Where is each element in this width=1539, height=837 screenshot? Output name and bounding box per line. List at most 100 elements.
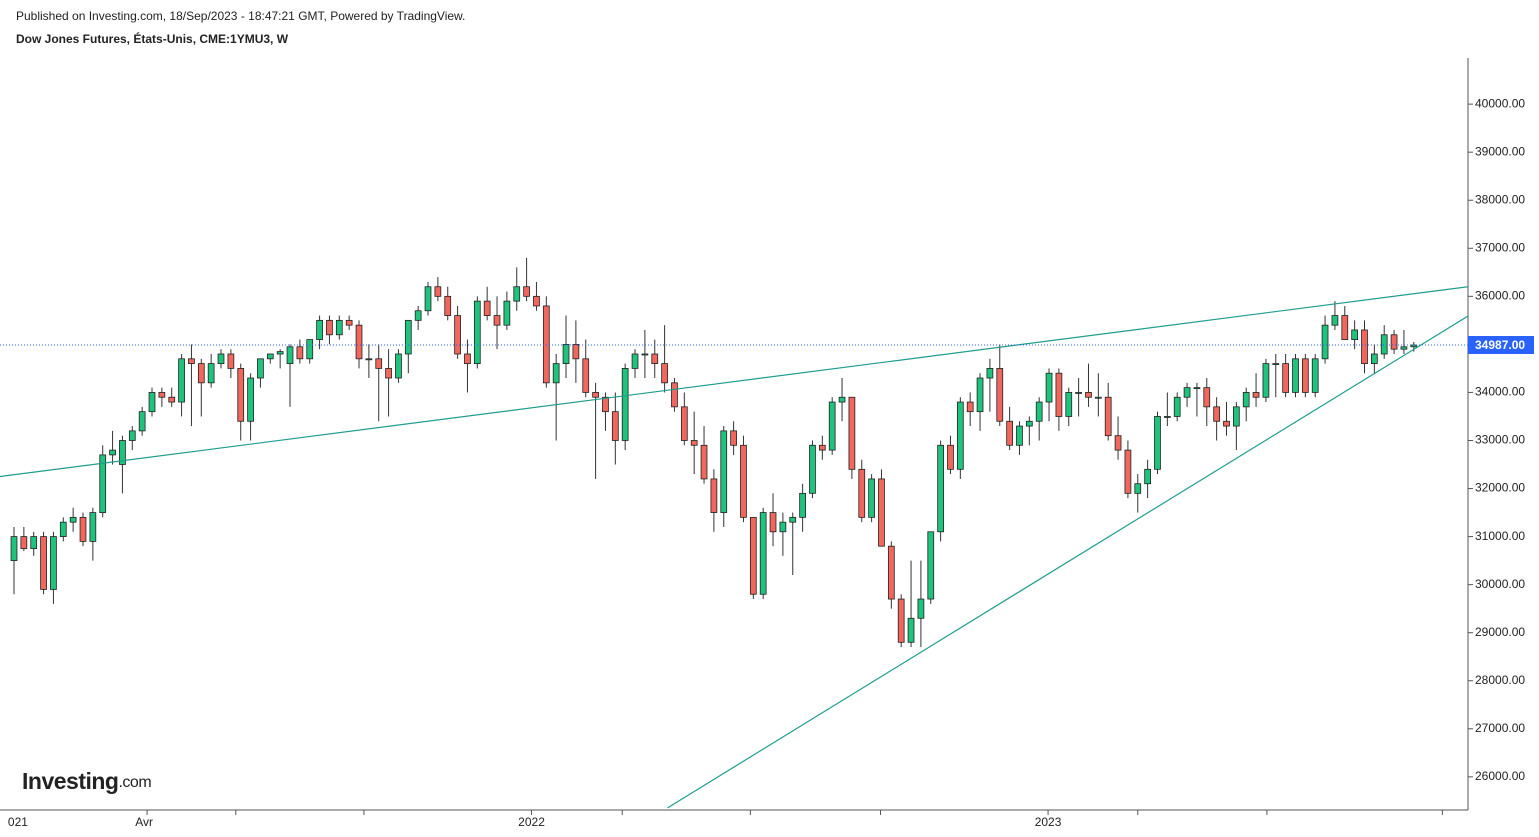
candle-body [818,444,826,451]
candle-body [1203,387,1211,408]
candle-body [40,536,47,590]
candle-body [789,516,797,523]
candle-body [1163,416,1171,418]
candle-body [266,353,274,360]
candle-body [1134,483,1142,494]
candle-body [917,598,925,619]
chart-title: Dow Jones Futures, États-Unis, CME:1YMU3… [16,31,289,46]
candle-body [424,286,432,312]
candle-body [996,368,1004,422]
x-tick-label: 2022 [518,815,545,829]
candle-body [848,396,856,470]
candle-body [552,363,560,384]
candle-body [1390,334,1398,350]
candle-body [89,512,97,542]
candle-body [1321,324,1329,360]
candle-body [375,358,383,369]
candle-body [1380,334,1388,355]
y-tick-label: 36000.00 [1475,289,1525,303]
candle-body [986,368,994,379]
candle-body [345,319,353,326]
candle-body [404,319,412,355]
candle-body [1311,358,1319,393]
candle-body [1331,315,1339,326]
candle-body [395,353,402,379]
candle-body [79,516,87,542]
candle-body [483,300,491,316]
candle-body [523,286,530,297]
candle-body [641,353,649,356]
candle-body [1144,468,1151,485]
candle-body [799,492,806,518]
candle-body [69,516,77,523]
candle-body [907,617,915,643]
candle-body [128,430,136,441]
candle-body [671,382,678,408]
logo: Investing.com [22,768,151,794]
candle-body [1085,392,1092,398]
candle-body [1075,392,1082,394]
candle-body [1124,449,1132,494]
candle-body [385,368,392,379]
candle-body [740,444,747,518]
candle-body [296,346,304,360]
candle-body [1400,346,1408,350]
candle-body [1370,353,1378,365]
candle-body [966,401,974,413]
candle-body [1301,358,1309,393]
candle-body [1193,387,1201,390]
candle-body [1213,406,1220,422]
candle-body [1232,406,1240,427]
candle-body [276,351,284,355]
candle-body [976,377,984,413]
candle-body [562,343,570,365]
candle-body [1055,372,1063,417]
candle-body [1361,329,1368,365]
candle-body [1104,396,1112,437]
candle-body [109,449,116,456]
candle-body [1173,396,1181,417]
logo-suffix: .com [118,774,151,791]
candle-body [286,346,294,365]
candle-body [720,430,728,513]
x-tick-label: 2023 [1035,815,1062,829]
candle-body [493,315,501,326]
y-tick-label: 30000.00 [1475,577,1525,591]
y-tick-label: 28000.00 [1475,673,1525,687]
candle-body [1045,372,1053,403]
candle-body [749,516,757,595]
candle-body [956,401,964,470]
candle-body [1035,401,1043,422]
candle-body [730,430,737,446]
candle-body [710,478,718,513]
candle-body [1341,315,1349,340]
candle-body [700,444,708,480]
candle-body [257,358,264,379]
candle-body [197,363,205,384]
y-tick-label: 37000.00 [1475,240,1525,254]
candle-body [1154,416,1161,470]
candle-body [1114,435,1122,451]
candle-body [513,286,521,302]
candle-body [168,396,176,403]
candle-body [59,521,67,537]
candle-body [119,440,126,465]
candle-body [50,536,57,590]
logo-main: Investing [22,768,118,794]
candle-body [188,358,195,365]
candle-body [661,363,668,384]
candle-body [99,454,107,513]
candle-body [878,478,885,547]
candle-body [306,339,314,360]
candle-body [10,536,18,562]
candle-body [207,363,215,384]
candle-body [1025,420,1033,427]
candle-body [237,368,245,422]
candle-body [690,440,698,446]
plot-area [0,257,1468,809]
price-label-box [1468,336,1534,355]
candle-body [1065,392,1073,417]
candle-body [611,411,619,441]
candle-body [1242,392,1250,408]
candle-body [927,531,935,600]
